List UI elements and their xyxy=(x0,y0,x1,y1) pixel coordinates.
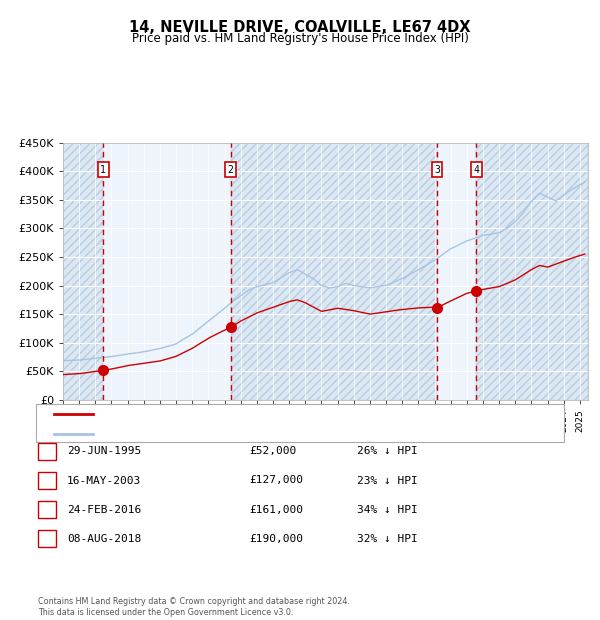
Bar xyxy=(476,143,588,400)
Bar xyxy=(476,143,588,400)
Text: 3: 3 xyxy=(43,505,50,515)
Text: 26% ↓ HPI: 26% ↓ HPI xyxy=(357,446,418,456)
Text: 1: 1 xyxy=(43,446,50,456)
Text: HPI: Average price, detached house, North West Leicestershire: HPI: Average price, detached house, Nort… xyxy=(99,428,406,438)
Text: £52,000: £52,000 xyxy=(249,446,296,456)
Text: 1: 1 xyxy=(100,165,106,175)
Text: 34% ↓ HPI: 34% ↓ HPI xyxy=(357,505,418,515)
Text: 08-AUG-2018: 08-AUG-2018 xyxy=(67,534,142,544)
Text: 4: 4 xyxy=(43,534,50,544)
Text: 2: 2 xyxy=(227,165,233,175)
Text: 29-JUN-1995: 29-JUN-1995 xyxy=(67,446,142,456)
Text: 23% ↓ HPI: 23% ↓ HPI xyxy=(357,476,418,485)
Text: 32% ↓ HPI: 32% ↓ HPI xyxy=(357,534,418,544)
Text: 2: 2 xyxy=(43,476,50,485)
Text: 4: 4 xyxy=(473,165,479,175)
Text: £161,000: £161,000 xyxy=(249,505,303,515)
Bar xyxy=(230,143,437,400)
Text: 14, NEVILLE DRIVE, COALVILLE, LE67 4DX (detached house): 14, NEVILLE DRIVE, COALVILLE, LE67 4DX (… xyxy=(99,409,392,419)
Bar xyxy=(230,143,437,400)
Text: £127,000: £127,000 xyxy=(249,476,303,485)
Text: 3: 3 xyxy=(434,165,440,175)
Text: £190,000: £190,000 xyxy=(249,534,303,544)
Text: 16-MAY-2003: 16-MAY-2003 xyxy=(67,476,142,485)
Text: Price paid vs. HM Land Registry's House Price Index (HPI): Price paid vs. HM Land Registry's House … xyxy=(131,32,469,45)
Text: Contains HM Land Registry data © Crown copyright and database right 2024.
This d: Contains HM Land Registry data © Crown c… xyxy=(38,598,350,617)
Bar xyxy=(63,143,103,400)
Text: 14, NEVILLE DRIVE, COALVILLE, LE67 4DX: 14, NEVILLE DRIVE, COALVILLE, LE67 4DX xyxy=(129,20,471,35)
Text: 24-FEB-2016: 24-FEB-2016 xyxy=(67,505,142,515)
Bar xyxy=(63,143,103,400)
